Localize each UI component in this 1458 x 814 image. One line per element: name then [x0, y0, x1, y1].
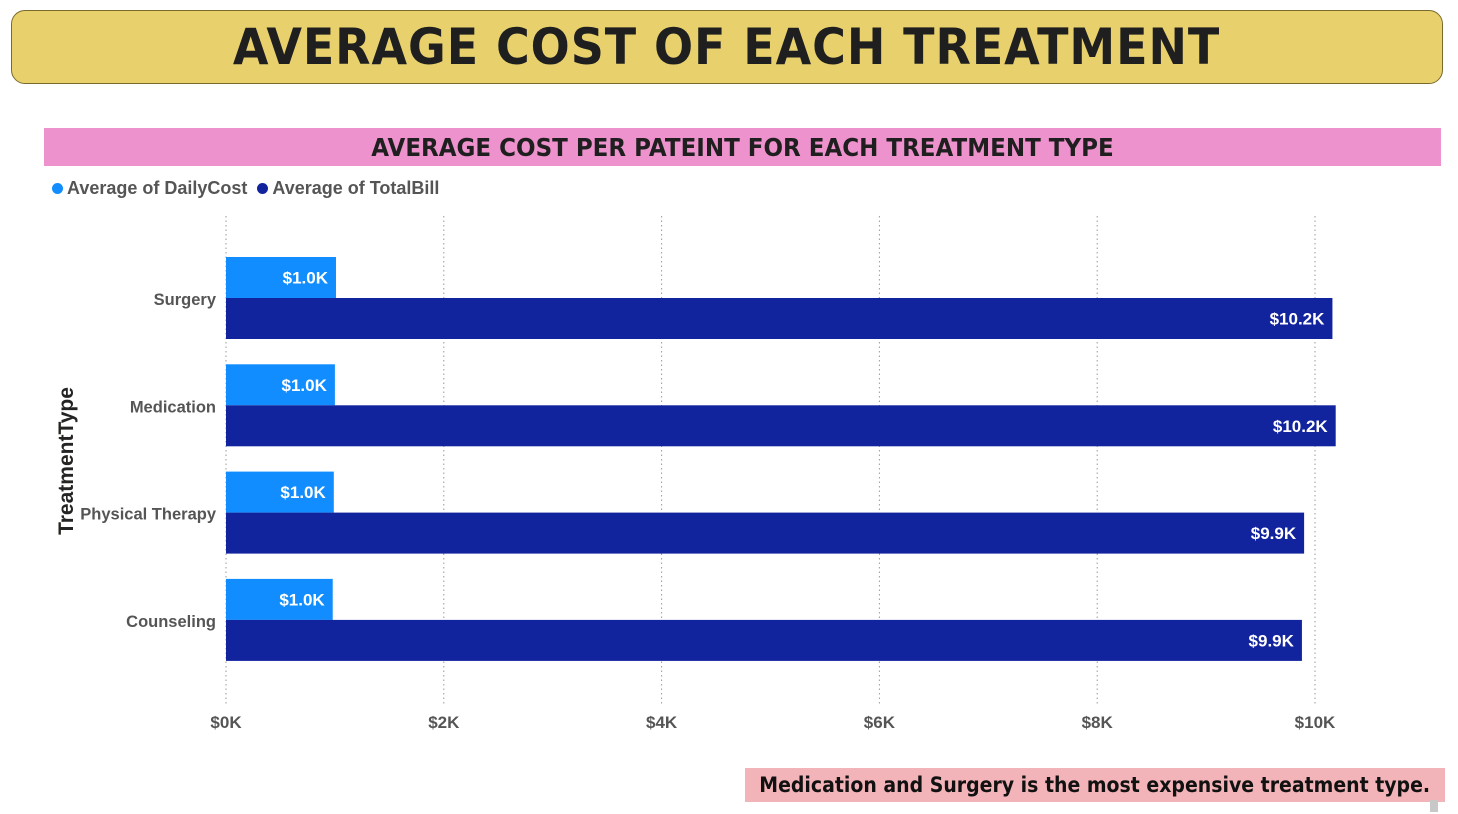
bar — [226, 405, 1336, 447]
x-tick-label: $2K — [428, 713, 460, 732]
chart-legend[interactable]: Average of DailyCost Average of TotalBil… — [52, 176, 439, 200]
chart-title: AVERAGE COST PER PATEINT FOR EACH TREATM… — [371, 132, 1114, 162]
data-label: $1.0K — [279, 590, 325, 609]
category-label: Surgery — [154, 291, 217, 309]
y-axis-title: TreatmentType — [55, 387, 78, 535]
bar — [226, 578, 333, 620]
data-label: $9.9K — [1251, 524, 1297, 543]
report-title: AVERAGE COST OF EACH TREATMENT — [233, 18, 1221, 76]
data-label: $9.9K — [1249, 631, 1295, 650]
category-label: Medication — [130, 398, 216, 416]
data-label: $10.2K — [1273, 417, 1329, 436]
insight-note: Medication and Surgery is the most expen… — [745, 768, 1445, 802]
resize-handle[interactable] — [1430, 800, 1438, 812]
category-label: Counseling — [126, 613, 216, 631]
legend-dot-daily-cost — [52, 182, 63, 194]
bar — [226, 619, 1302, 661]
x-tick-label: $6K — [864, 713, 896, 732]
bar — [226, 257, 336, 298]
legend-label-daily-cost: Average of DailyCost — [67, 177, 248, 198]
bar — [226, 471, 334, 513]
x-tick-label: $4K — [646, 713, 678, 732]
legend-item-daily-cost[interactable]: Average of DailyCost — [52, 178, 247, 199]
x-tick-label: $8K — [1082, 713, 1114, 732]
legend-dot-total-bill — [257, 182, 269, 194]
bar — [226, 364, 335, 406]
chart-title-bar: AVERAGE COST PER PATEINT FOR EACH TREATM… — [44, 128, 1441, 166]
x-tick-label: $10K — [1295, 713, 1336, 732]
data-label: $10.2K — [1270, 310, 1326, 329]
x-tick-label: $0K — [210, 713, 242, 732]
category-label: Physical Therapy — [80, 506, 217, 524]
legend-label-total-bill: Average of TotalBill — [272, 177, 440, 198]
report-title-banner: AVERAGE COST OF EACH TREATMENT — [11, 10, 1443, 84]
bar — [226, 512, 1305, 554]
insight-note-text: Medication and Surgery is the most expen… — [759, 773, 1431, 797]
data-label: $1.0K — [283, 269, 329, 288]
bar — [226, 298, 1333, 339]
data-label: $1.0K — [282, 376, 328, 395]
data-label: $1.0K — [280, 483, 326, 502]
legend-item-total-bill[interactable]: Average of TotalBill — [257, 178, 439, 199]
